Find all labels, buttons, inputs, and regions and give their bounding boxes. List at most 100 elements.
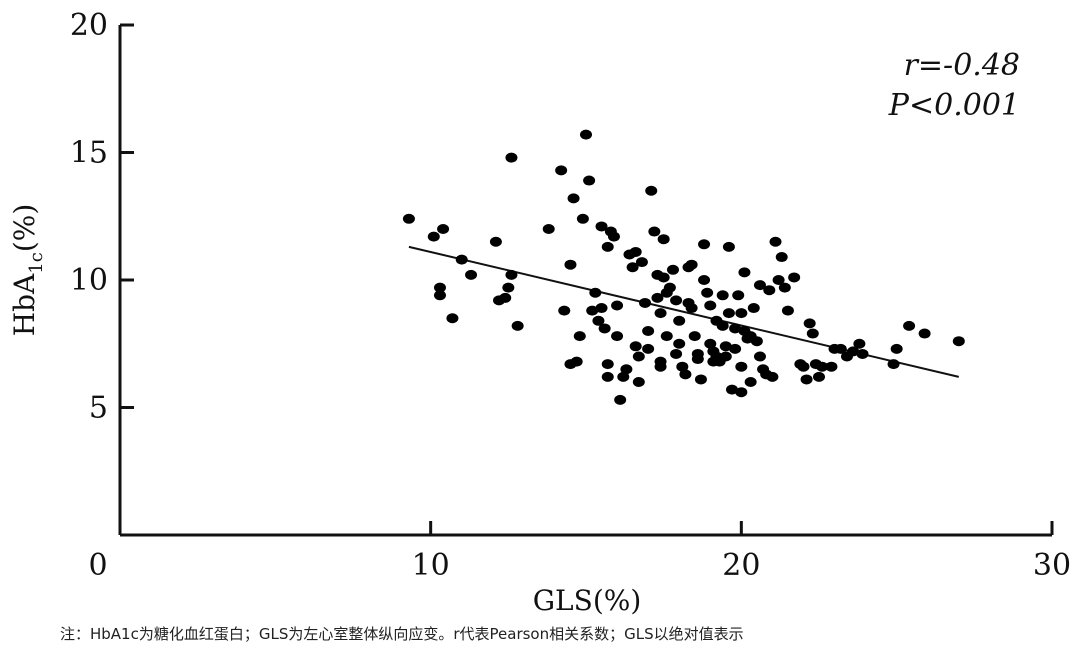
data-point	[632, 377, 645, 387]
data-point	[654, 361, 667, 372]
data-point	[611, 300, 624, 311]
scatter-chart: 0 10 20 30 5 10 15 20 r=-0.48 P<0.001 GLS(%) Hb…	[8, 8, 1071, 617]
data-point	[595, 221, 608, 232]
data-point	[657, 234, 670, 245]
data-point	[670, 348, 683, 359]
data-point	[698, 275, 711, 285]
y-axis-title-main: HbA	[8, 273, 41, 336]
data-point	[781, 305, 794, 316]
data-point	[853, 338, 866, 349]
data-point	[654, 308, 667, 319]
y-axis-title-subscript: 1c	[26, 252, 47, 274]
data-point	[427, 231, 440, 242]
data-point	[806, 328, 819, 339]
axes: 0 10 20 30 5 10 15 20	[70, 8, 1071, 583]
data-point	[651, 292, 664, 303]
data-point	[580, 129, 592, 140]
data-point	[573, 331, 586, 342]
data-point	[813, 371, 825, 382]
data-point	[576, 213, 589, 224]
data-point	[691, 354, 704, 365]
data-point	[769, 236, 782, 247]
data-point	[558, 305, 571, 316]
data-point	[766, 371, 779, 382]
x-tick-label: 30	[1033, 548, 1071, 583]
data-point	[688, 331, 701, 342]
data-point	[750, 336, 763, 347]
data-point	[738, 267, 751, 278]
stats-annotation: r=-0.48 P<0.001	[888, 48, 1020, 123]
data-point	[704, 300, 717, 311]
x-axis-title: GLS(%)	[533, 584, 642, 617]
y-axis-title-unit: (%)	[8, 204, 41, 252]
data-point	[729, 323, 742, 334]
data-point	[719, 341, 732, 352]
data-point	[601, 241, 614, 252]
data-point	[505, 152, 518, 163]
y-tick-label: 20	[70, 8, 108, 43]
data-point	[592, 315, 605, 326]
data-point	[595, 303, 608, 314]
y-tick-label: 5	[89, 391, 108, 426]
data-point	[657, 272, 670, 283]
data-point	[698, 239, 711, 250]
data-point	[887, 359, 900, 370]
data-point	[586, 305, 599, 316]
data-point	[446, 313, 459, 324]
x-tick-label: 10	[412, 548, 450, 583]
data-point	[598, 323, 611, 334]
data-point	[834, 343, 847, 354]
data-point	[685, 259, 698, 270]
data-point	[666, 264, 679, 275]
y-tick-label: 15	[70, 136, 108, 171]
data-point	[679, 369, 692, 380]
data-point	[753, 280, 766, 291]
data-point	[701, 287, 714, 298]
data-point	[511, 320, 524, 331]
data-points	[402, 129, 965, 405]
data-point	[601, 371, 614, 382]
data-point	[732, 290, 745, 301]
data-point	[555, 165, 568, 176]
data-point	[890, 343, 903, 354]
data-point	[645, 185, 658, 196]
data-point	[502, 282, 515, 293]
data-point	[719, 351, 732, 362]
figure-note: 注：HbA1c为糖化血红蛋白；GLS为左心室整体纵向应变。r代表Pearson相…	[60, 625, 744, 643]
data-point	[747, 303, 760, 314]
data-point	[402, 213, 415, 224]
data-point	[663, 282, 676, 293]
data-point	[570, 356, 583, 367]
data-point	[903, 320, 916, 331]
data-point	[437, 224, 450, 234]
data-point	[772, 275, 785, 285]
r-value-label: r=-0.48	[904, 48, 1020, 83]
data-point	[629, 246, 642, 257]
data-point	[505, 269, 518, 280]
data-point	[607, 231, 620, 242]
data-point	[564, 259, 577, 270]
data-point	[433, 282, 446, 293]
data-point	[639, 297, 652, 308]
data-point	[722, 241, 735, 252]
data-point	[788, 272, 801, 283]
data-point	[744, 377, 757, 387]
data-point	[626, 262, 639, 273]
data-point	[722, 308, 735, 319]
data-point	[753, 351, 766, 362]
data-point	[952, 336, 965, 347]
data-point	[763, 285, 776, 296]
data-point	[676, 361, 689, 372]
data-point	[918, 328, 931, 339]
data-point	[775, 252, 788, 263]
data-point	[601, 359, 614, 370]
data-point	[816, 361, 829, 372]
data-point	[660, 331, 673, 342]
data-point	[729, 343, 742, 354]
data-point	[735, 308, 748, 319]
data-point	[489, 236, 502, 247]
data-point	[800, 374, 813, 385]
data-point	[726, 384, 739, 395]
x-tick-label: 0	[88, 548, 107, 583]
data-point	[716, 290, 729, 301]
